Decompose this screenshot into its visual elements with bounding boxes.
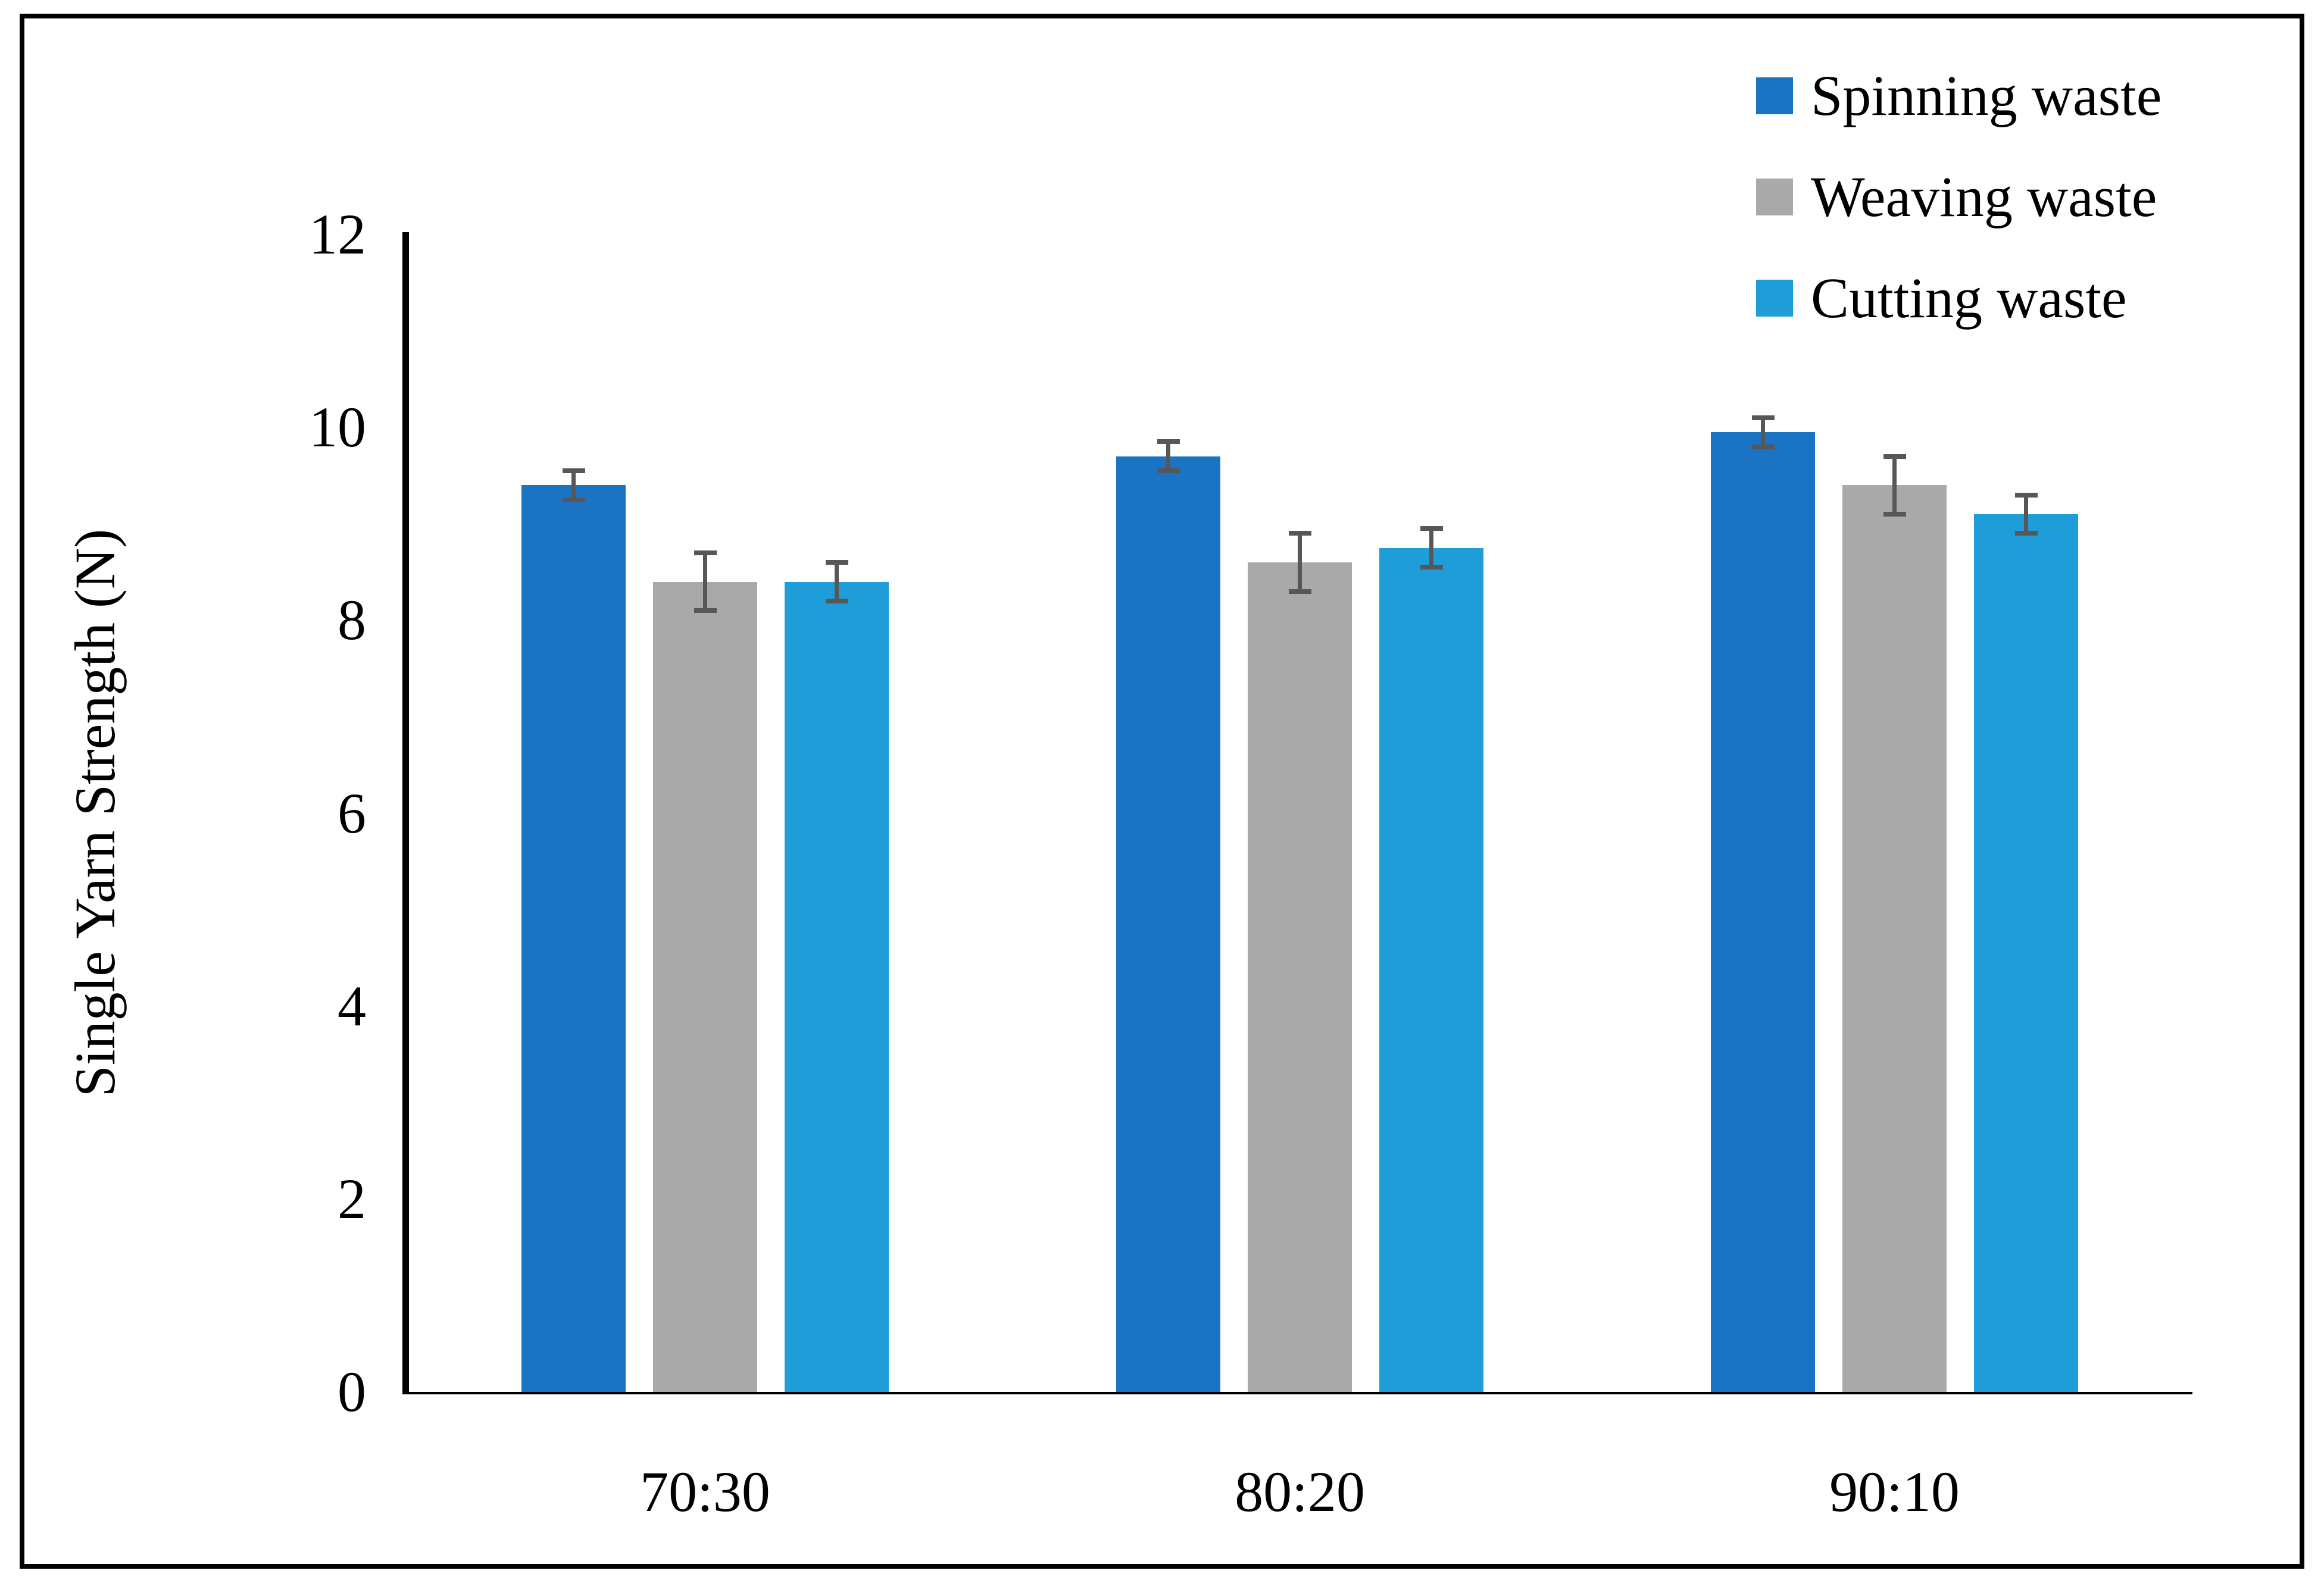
y-tick-label: 8 bbox=[338, 588, 366, 652]
legend-item-weaving-waste: Weaving waste bbox=[1756, 146, 2161, 248]
error-bar-cap bbox=[1288, 531, 1311, 536]
error-bar bbox=[1429, 528, 1433, 568]
legend-label: Cutting waste bbox=[1811, 266, 2127, 330]
y-axis-title: Single Yarn Strength (N) bbox=[63, 528, 127, 1097]
error-bar-cap bbox=[1751, 444, 1775, 449]
error-bar bbox=[1761, 417, 1765, 447]
error-bar-cap bbox=[2014, 492, 2038, 498]
error-bar-cap bbox=[1420, 526, 1443, 531]
legend-label: Spinning waste bbox=[1811, 64, 2162, 127]
y-tick-label: 12 bbox=[309, 202, 366, 266]
error-bar-cap bbox=[1751, 415, 1775, 420]
error-bar-cap bbox=[694, 550, 717, 555]
error-bar-cap bbox=[825, 560, 848, 565]
y-axis-line bbox=[402, 232, 409, 1394]
error-bar-cap bbox=[1420, 565, 1443, 570]
y-axis-tick-labels: 0 2 4 6 8 10 12 bbox=[179, 202, 387, 1424]
y-tick-label: 2 bbox=[338, 1166, 366, 1231]
x-axis-line bbox=[402, 1392, 2192, 1394]
bar-spinning-waste-90-10 bbox=[1711, 432, 1815, 1392]
legend-item-cutting-waste: Cutting waste bbox=[1756, 248, 2161, 349]
legend-swatch-icon bbox=[1756, 77, 1793, 114]
error-bar bbox=[571, 471, 576, 500]
y-tick-label: 6 bbox=[338, 781, 366, 845]
legend-swatch-icon bbox=[1756, 280, 1793, 317]
error-bar bbox=[1298, 533, 1302, 592]
bar-weaving-waste-90-10 bbox=[1842, 485, 1947, 1392]
error-bar bbox=[2024, 495, 2028, 534]
legend-label: Weaving waste bbox=[1811, 165, 2157, 229]
error-bar-cap bbox=[825, 598, 848, 603]
error-bar-cap bbox=[694, 608, 717, 614]
error-bar-cap bbox=[1883, 512, 1906, 517]
y-tick-label: 4 bbox=[338, 974, 366, 1038]
legend-item-spinning-waste: Spinning waste bbox=[1756, 45, 2161, 146]
error-bar-cap bbox=[1157, 439, 1180, 445]
error-bar bbox=[835, 562, 839, 601]
error-bar-cap bbox=[1288, 589, 1311, 594]
x-category-label: 70:30 bbox=[640, 1460, 770, 1523]
bar-cutting-waste-80-20 bbox=[1379, 548, 1483, 1392]
bar-cutting-waste-90-10 bbox=[1974, 514, 2078, 1392]
bar-spinning-waste-80-20 bbox=[1116, 456, 1220, 1392]
bar-weaving-waste-80-20 bbox=[1248, 562, 1352, 1392]
x-category-label: 90:10 bbox=[1829, 1460, 1960, 1523]
bar-weaving-waste-70-30 bbox=[653, 581, 757, 1392]
error-bar-cap bbox=[2014, 531, 2038, 536]
error-bar-cap bbox=[1883, 453, 1906, 459]
bar-spinning-waste-70-30 bbox=[521, 485, 626, 1392]
error-bar bbox=[1166, 442, 1170, 471]
legend: Spinning waste Weaving waste Cutting was… bbox=[1756, 45, 2161, 349]
y-tick-label: 0 bbox=[338, 1360, 366, 1424]
error-bar-cap bbox=[562, 468, 585, 474]
legend-swatch-icon bbox=[1756, 179, 1793, 215]
chart-outer-border bbox=[20, 14, 2304, 1569]
y-tick-label: 10 bbox=[309, 395, 366, 459]
bar-cutting-waste-70-30 bbox=[785, 581, 889, 1392]
error-bar-cap bbox=[562, 497, 585, 502]
x-category-label: 80:20 bbox=[1235, 1460, 1365, 1523]
plot-area bbox=[408, 234, 2192, 1392]
error-bar bbox=[703, 552, 707, 611]
error-bar-cap bbox=[1157, 468, 1180, 474]
error-bar bbox=[1892, 456, 1897, 515]
